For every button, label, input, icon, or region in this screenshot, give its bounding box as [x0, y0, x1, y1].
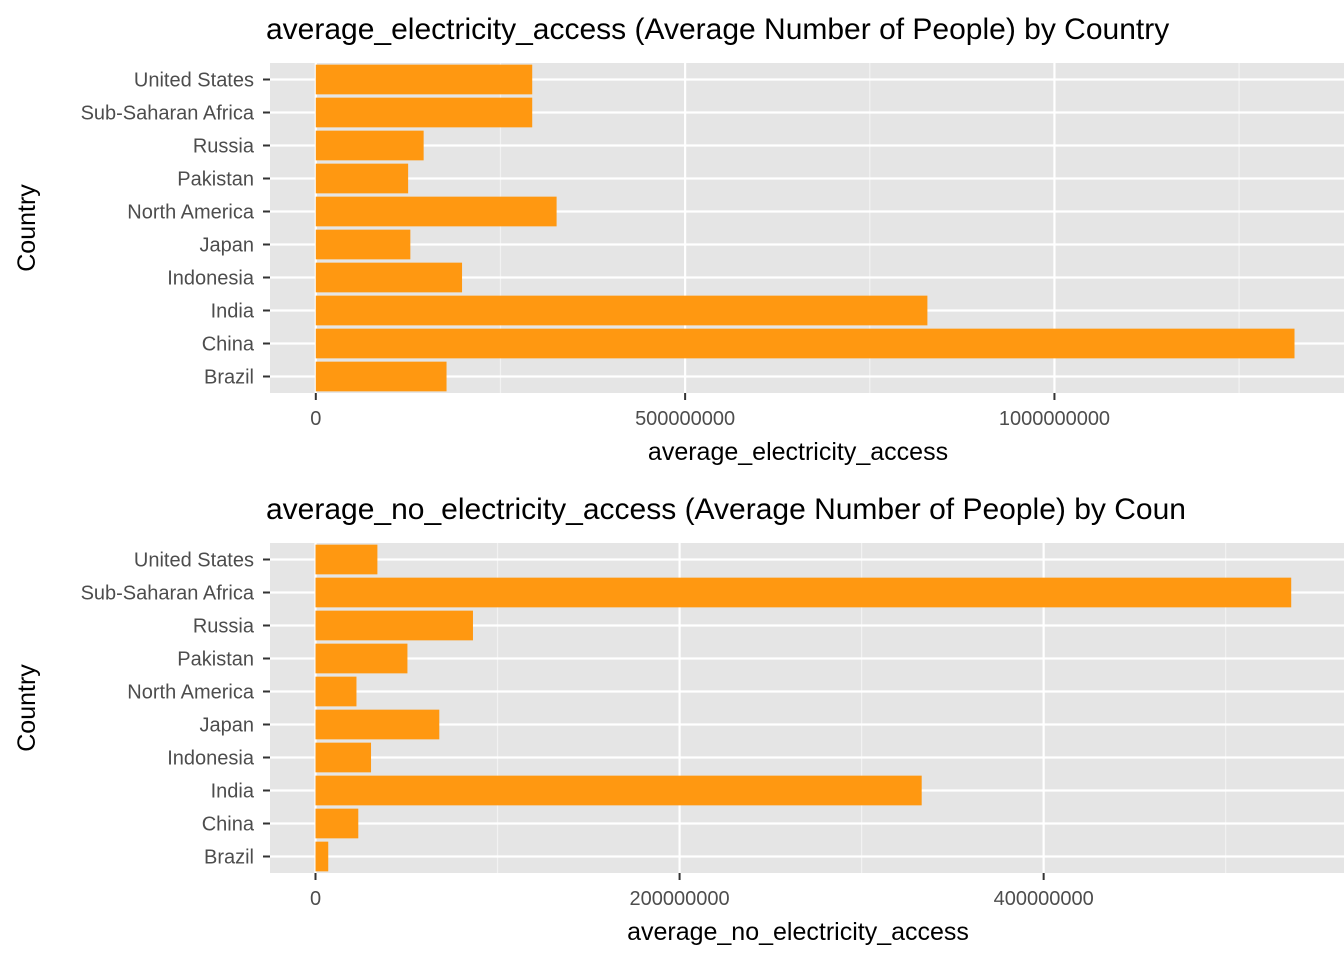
chart-title: average_no_electricity_access (Average N…: [266, 493, 1186, 526]
bar: [315, 64, 533, 95]
x-tick-label: 0: [310, 888, 321, 910]
bars: [315, 64, 1295, 392]
x-tick-label: 200000000: [630, 888, 730, 910]
y-axis-title: Country: [13, 664, 41, 752]
x-axis-title: average_electricity_access: [648, 438, 948, 466]
bar: [315, 361, 447, 392]
axis-ticks: Brazil China India Indonesia Japan North Amer…: [81, 70, 1111, 431]
y-tick-label: India: [211, 781, 255, 803]
y-tick-label: North America: [127, 682, 255, 704]
y-tick-label: United States: [134, 70, 254, 92]
x-tick-label: 400000000: [994, 888, 1094, 910]
bar: [315, 676, 357, 707]
bars: [315, 544, 1292, 872]
bar: [315, 229, 411, 260]
y-tick-label: Brazil: [204, 847, 254, 869]
bar: [315, 643, 408, 674]
y-tick-label: Indonesia: [167, 748, 255, 770]
y-tick-label: Brazil: [204, 367, 254, 389]
chart-no-electricity-access: average_no_electricity_access (Average N…: [13, 493, 1344, 946]
y-tick-label: North America: [127, 202, 255, 224]
bar: [315, 610, 473, 641]
y-tick-label: Pakistan: [177, 169, 254, 191]
bar: [315, 709, 440, 740]
y-tick-label: United States: [134, 550, 254, 572]
bar: [315, 163, 409, 194]
y-tick-label: China: [202, 334, 255, 356]
y-tick-label: Japan: [200, 235, 255, 257]
y-axis-title: Country: [13, 184, 41, 272]
x-tick-label: 500000000: [635, 408, 735, 430]
y-tick-label: Russia: [193, 616, 255, 638]
bar: [315, 295, 928, 326]
y-tick-label: Sub-Saharan Africa: [81, 583, 255, 605]
x-axis-title: average_no_electricity_access: [627, 918, 969, 946]
bar: [315, 196, 557, 227]
y-tick-label: China: [202, 814, 255, 836]
bar: [315, 130, 424, 161]
axis-ticks: Brazil China India Indonesia Japan North Amer…: [81, 550, 1094, 911]
bar: [315, 544, 378, 575]
y-tick-label: Pakistan: [177, 649, 254, 671]
bar: [315, 262, 463, 293]
bar: [315, 841, 329, 872]
y-tick-label: Japan: [200, 715, 255, 737]
x-tick-label: 0: [310, 408, 321, 430]
y-tick-label: Indonesia: [167, 268, 255, 290]
bar: [315, 775, 922, 806]
bar: [315, 328, 1295, 359]
bar: [315, 742, 372, 773]
bar: [315, 808, 359, 839]
y-tick-label: Sub-Saharan Africa: [81, 103, 255, 125]
bar: [315, 97, 533, 128]
chart-title: average_electricity_access (Average Numb…: [266, 13, 1169, 46]
chart-electricity-access: average_electricity_access (Average Numb…: [13, 13, 1344, 466]
y-tick-label: India: [211, 301, 255, 323]
y-tick-label: Russia: [193, 136, 255, 158]
bar: [315, 577, 1292, 608]
x-tick-label: 1000000000: [999, 408, 1110, 430]
